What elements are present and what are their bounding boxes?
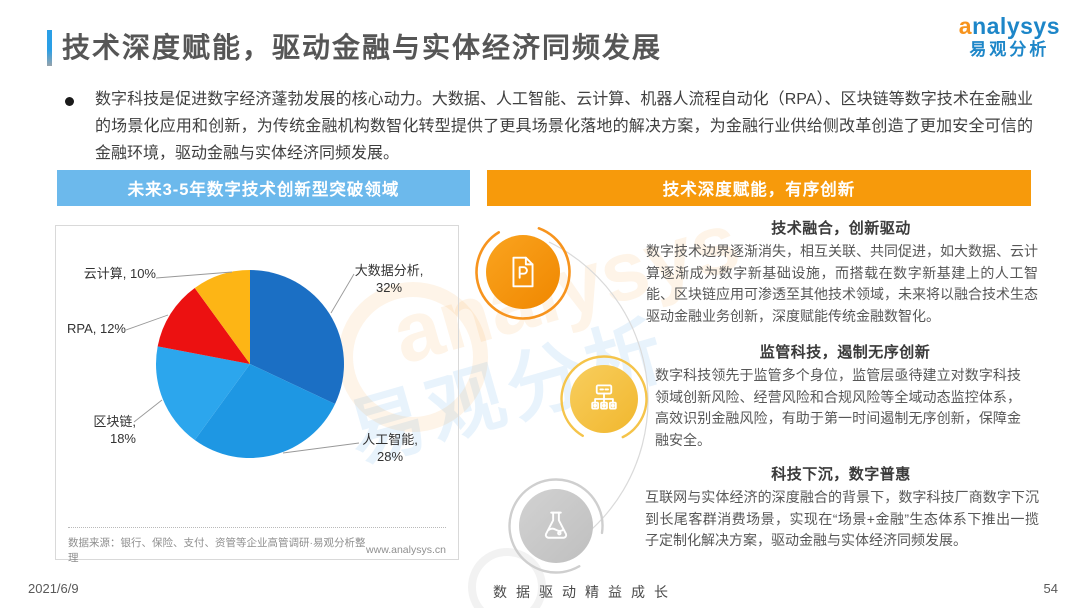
pie-label-rpa: RPA, 12% (66, 321, 126, 336)
website-link[interactable]: www.analysys.cn (366, 544, 446, 556)
title-accent-bar (47, 30, 52, 66)
pie-label-cloud: 云计算, 10% (83, 266, 156, 281)
pie-chart (125, 270, 360, 458)
pie-label-big-data: 大数据分析, 32% (354, 263, 424, 295)
section-body-inclusion: 互联网与实体经济的深度融合的背景下，数字科技厂商数字下沉到长尾客群消费场景，实现… (645, 489, 1039, 548)
pie-slice-大数据分析 (250, 270, 344, 405)
page-title: 技术深度赋能，驱动金融与实体经济同频发展 (62, 32, 663, 63)
section-title-fusion: 技术融合，创新驱动 (771, 220, 911, 237)
pie-label-ai: 人工智能, 28% (362, 432, 418, 464)
data-source-text: 数据来源：银行、保险、支付、资管等企业高管调研·易观分析整理 (68, 537, 366, 564)
document-p-icon (512, 256, 534, 288)
icon-badge-inclusion (519, 489, 593, 563)
footer-page-number: 54 (1043, 581, 1058, 596)
pie-slice-人工智能 (194, 364, 336, 458)
org-chart-icon (591, 384, 617, 410)
intro-paragraph: 数字科技是促进数字经济蓬勃发展的核心动力。大数据、人工智能、云计算、机器人流程自… (95, 91, 1033, 162)
source-row: 数据来源：银行、保险、支付、资管等企业高管调研·易观分析整理 www.analy… (68, 535, 446, 565)
section-title-regtech: 监管科技，遏制无序创新 (759, 344, 931, 361)
section-title-inclusion: 科技下沉，数字普惠 (771, 466, 911, 483)
pie-chart-panel: 大数据分析, 32% 人工智能, 28% 区块链, 18% RPA, 12% 云… (55, 225, 459, 564)
pie-callout-lines (125, 271, 360, 454)
icon-badge-fusion (486, 235, 560, 309)
section-body-fusion: 数字技术边界逐渐消失，相互关联、共同促进，如大数据、云计算逐渐成为数字新基础设施… (646, 243, 1038, 324)
pie-label-blockchain: 区块链, 18% (93, 414, 136, 446)
pie-slice-云计算 (194, 270, 250, 364)
icon-badge-regtech (570, 365, 638, 433)
bullet-icon (65, 97, 74, 106)
pie-slice-区块链 (155, 346, 250, 441)
flask-icon (544, 511, 568, 539)
footer-date: 2021/6/9 (28, 581, 79, 596)
logo-brand-cn: 易观分析 (969, 40, 1050, 60)
section-body-regtech: 数字科技领先于监管多个身位，监管层亟待建立对数字科技领域创新风险、经营风险和合规… (655, 367, 1021, 448)
right-section-header: 技术深度赋能，有序创新 (487, 170, 1031, 206)
footer-slogan: 数据驱动精益成长 (493, 584, 677, 600)
pie-slice-RPA (157, 287, 250, 364)
analysys-logo: analysys 易观分析 (959, 14, 1060, 59)
left-section-header: 未来3-5年数字技术创新型突破领域 (57, 170, 470, 206)
logo-brand-en: analysys (958, 13, 1060, 39)
source-divider (68, 527, 446, 528)
